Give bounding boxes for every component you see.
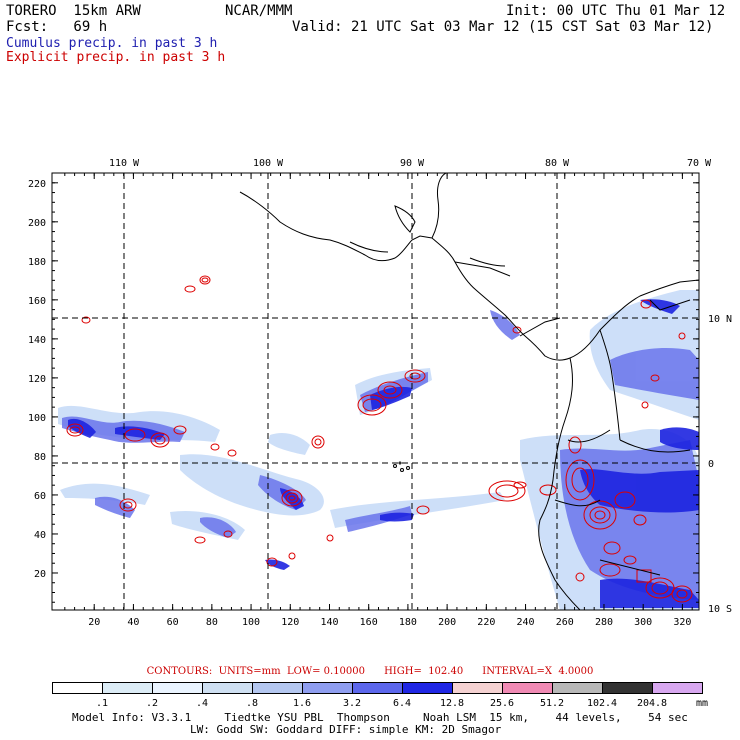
colorbar-label: 204.8	[636, 698, 668, 709]
colorbar-cell	[102, 682, 153, 694]
colorbar-unit: mm	[696, 698, 709, 709]
colorbar-cell	[352, 682, 403, 694]
x-tick-label: 20	[88, 617, 100, 628]
colorbar-cell	[402, 682, 453, 694]
colorbar-cell	[202, 682, 253, 694]
colorbar-cell	[302, 682, 353, 694]
x-tick-label: 220	[477, 617, 495, 628]
model-info-line1: Model Info: V3.3.1 Tiedtke YSU PBL Thomp…	[72, 711, 688, 724]
colorbar-cell	[602, 682, 653, 694]
lon-label: 100 W	[253, 158, 284, 169]
x-tick-label: 160	[360, 617, 378, 628]
colorbar-label: .8	[245, 698, 259, 709]
model-info-line2: LW: Godd SW: Goddard DIFF: simple KM: 2D…	[190, 723, 502, 736]
colorbar-cell	[252, 682, 303, 694]
coastlines	[239, 173, 699, 610]
lon-label: 70 W	[687, 158, 712, 169]
colorbar-label: .1	[95, 698, 109, 709]
x-tick-label: 200	[438, 617, 456, 628]
colorbar-cell	[552, 682, 603, 694]
colorbar-label: 102.4	[586, 698, 618, 709]
colorbar-cell	[152, 682, 203, 694]
colorbar-cell	[52, 682, 103, 694]
x-tick-label: 280	[595, 617, 613, 628]
model-title: TORERO 15km ARW	[6, 3, 141, 19]
lat-label: 10 S	[708, 604, 732, 615]
lon-label: 90 W	[400, 158, 425, 169]
cumulus-legend: Cumulus precip. in past 3 h	[6, 36, 218, 51]
y-tick-label: 60	[34, 491, 46, 502]
forecast-hour: Fcst: 69 h	[6, 19, 108, 35]
y-tick-label: 20	[34, 569, 46, 580]
y-tick-label: 100	[28, 413, 46, 424]
y-tick-label: 220	[28, 179, 46, 190]
map-frame	[51, 172, 700, 611]
org-label: NCAR/MMM	[225, 3, 293, 19]
colorbar-label: 6.4	[392, 698, 412, 709]
x-tick-label: 60	[167, 617, 179, 628]
y-tick-label: 180	[28, 257, 46, 268]
y-tick-label: 140	[28, 335, 46, 346]
colorbar-cell	[452, 682, 503, 694]
y-tick-label: 40	[34, 530, 46, 541]
colorbar-cell	[652, 682, 703, 694]
colorbar-cell	[502, 682, 553, 694]
axis-ticks: 20 40 60 80 100 120 140 160 180 200 220 240 260 280 30…	[28, 158, 732, 628]
x-tick-label: 180	[399, 617, 417, 628]
x-tick-label: 320	[673, 617, 691, 628]
lon-label: 80 W	[545, 158, 570, 169]
colorbar-label: 51.2	[539, 698, 565, 709]
lat-label: 10 N	[708, 314, 732, 325]
y-tick-label: 160	[28, 296, 46, 307]
lon-label: 110 W	[109, 158, 140, 169]
explicit-legend: Explicit precip. in past 3 h	[6, 50, 226, 65]
x-tick-label: 120	[281, 617, 299, 628]
x-tick-label: 40	[127, 617, 139, 628]
colorbar-label: .2	[145, 698, 159, 709]
x-tick-label: 100	[242, 617, 260, 628]
x-tick-label: 260	[556, 617, 574, 628]
colorbar-label: 12.8	[439, 698, 465, 709]
lat-lon-grid	[52, 173, 699, 610]
x-tick-label: 80	[206, 617, 218, 628]
colorbar-label: 3.2	[342, 698, 362, 709]
colorbar-label: 25.6	[489, 698, 515, 709]
lat-label: 0	[708, 459, 714, 470]
x-tick-label: 300	[634, 617, 652, 628]
y-tick-label: 80	[34, 452, 46, 463]
x-tick-label: 140	[320, 617, 338, 628]
y-tick-label: 120	[28, 374, 46, 385]
y-tick-label: 200	[28, 218, 46, 229]
colorbar-label: 1.6	[292, 698, 312, 709]
contours-info: CONTOURS: UNITS=mm LOW= 0.10000 HIGH= 10…	[146, 666, 594, 677]
colorbar-label: .4	[195, 698, 209, 709]
valid-time: Valid: 21 UTC Sat 03 Mar 12 (15 CST Sat …	[292, 19, 714, 35]
precip-fields	[58, 275, 699, 610]
x-tick-label: 240	[517, 617, 535, 628]
init-time: Init: 00 UTC Thu 01 Mar 12	[506, 3, 726, 19]
